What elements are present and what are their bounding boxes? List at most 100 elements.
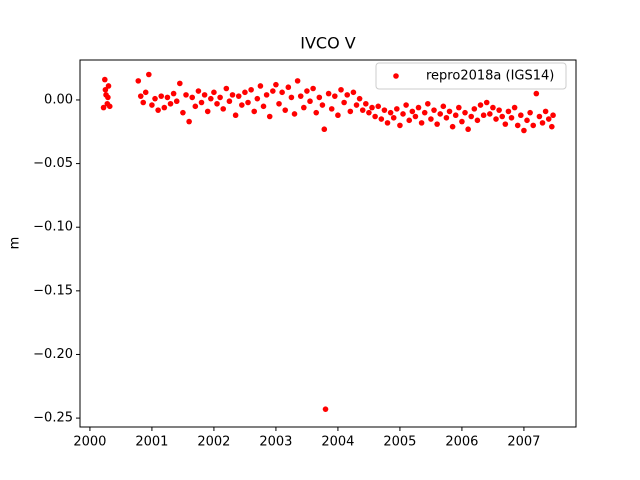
point — [353, 102, 360, 108]
x-tick-label: 2003 — [259, 435, 292, 450]
point — [195, 88, 202, 94]
point — [223, 85, 230, 92]
point — [350, 89, 357, 96]
point — [521, 127, 527, 134]
point — [456, 104, 462, 111]
point — [545, 116, 552, 122]
point — [338, 86, 344, 93]
point — [452, 112, 459, 119]
point — [496, 107, 502, 113]
point — [397, 122, 403, 129]
point — [301, 104, 307, 111]
point — [146, 71, 152, 78]
point — [321, 126, 328, 133]
chart-title: IVCO V — [300, 34, 356, 53]
point — [550, 112, 556, 119]
point — [186, 118, 192, 125]
point — [254, 95, 261, 102]
point — [394, 106, 400, 112]
point — [347, 108, 354, 115]
point — [508, 114, 515, 121]
point — [536, 113, 543, 120]
point — [201, 92, 208, 98]
point — [332, 93, 338, 99]
legend-box — [375, 62, 567, 90]
point — [431, 107, 437, 113]
point — [412, 113, 419, 120]
point — [273, 81, 279, 88]
point — [511, 104, 518, 111]
point — [100, 104, 107, 111]
point — [167, 100, 174, 107]
point — [372, 113, 378, 120]
point — [369, 104, 375, 111]
point — [313, 109, 320, 116]
point — [381, 107, 388, 113]
point — [158, 93, 165, 99]
point — [164, 94, 171, 101]
point — [375, 103, 382, 110]
point — [319, 102, 326, 108]
point — [270, 88, 276, 94]
point — [499, 113, 506, 120]
point — [251, 108, 258, 115]
point — [344, 92, 351, 98]
point — [177, 80, 183, 87]
point — [235, 93, 242, 99]
point — [462, 109, 468, 116]
point — [524, 117, 530, 124]
point — [390, 114, 397, 121]
point — [549, 123, 555, 130]
point — [310, 85, 316, 92]
point — [180, 109, 186, 116]
point — [418, 120, 425, 126]
point — [285, 84, 292, 91]
x-tick-label: 2006 — [445, 435, 478, 450]
point — [149, 102, 155, 108]
point — [307, 98, 313, 105]
point — [421, 109, 428, 116]
y-axis-label: m — [8, 237, 23, 250]
point — [297, 93, 304, 99]
point — [183, 92, 189, 98]
point — [359, 107, 366, 113]
point — [387, 109, 394, 116]
point — [266, 113, 273, 120]
point — [415, 104, 422, 111]
point — [294, 78, 301, 84]
point — [220, 106, 227, 112]
point — [229, 92, 236, 98]
point — [204, 108, 211, 115]
point — [260, 103, 267, 110]
point — [276, 100, 282, 107]
y-tick-label: 0.00 — [44, 92, 73, 107]
plot-frame — [79, 59, 577, 428]
point — [242, 89, 248, 96]
point — [363, 100, 369, 107]
point — [106, 103, 113, 110]
point — [189, 94, 196, 101]
point — [474, 117, 481, 124]
point — [403, 102, 409, 108]
y-tick-label: −0.05 — [33, 156, 73, 171]
point — [325, 90, 332, 97]
point — [245, 99, 251, 106]
point — [471, 106, 478, 112]
point — [304, 88, 310, 94]
point — [208, 95, 214, 102]
point — [192, 103, 199, 110]
x-tick-label: 2005 — [383, 435, 416, 450]
point — [105, 94, 111, 101]
point — [443, 114, 450, 121]
point — [248, 86, 254, 93]
legend-label: repro2018a (IGS14) — [426, 69, 554, 84]
point — [217, 94, 223, 101]
point — [135, 78, 142, 84]
point — [211, 89, 217, 96]
point — [173, 98, 180, 105]
point — [316, 94, 323, 101]
x-tick-label: 2007 — [507, 435, 540, 450]
point — [518, 112, 524, 119]
x-tick-label: 2001 — [135, 435, 168, 450]
point — [263, 92, 270, 98]
